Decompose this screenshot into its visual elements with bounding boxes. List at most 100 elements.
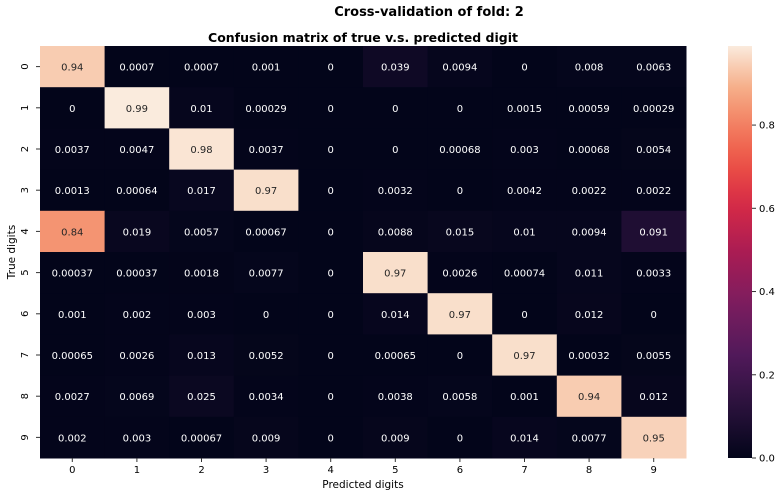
heatmap-cell <box>363 375 429 418</box>
heatmap-cell <box>492 128 558 171</box>
cell-label: 0.0052 <box>249 351 284 362</box>
heatmap-cell <box>104 128 170 171</box>
cell-label: 0.0077 <box>572 433 607 444</box>
x-tick-label: 8 <box>586 465 592 476</box>
cell-label: 0.0018 <box>184 269 219 280</box>
heatmap-cell <box>556 416 622 459</box>
cell-label: 0.00065 <box>52 351 93 362</box>
heatmap-cell <box>104 416 170 459</box>
cell-label: 0.0013 <box>55 186 90 197</box>
cell-label: 0.003 <box>510 145 539 156</box>
cell-label: 0.0027 <box>55 392 90 403</box>
cell-label: 0.00064 <box>116 186 157 197</box>
cell-label: 0.014 <box>510 433 539 444</box>
heatmap-cell <box>104 169 170 212</box>
heatmap-cell <box>427 416 493 459</box>
cell-label: 0 <box>328 433 334 444</box>
heatmap-cell <box>298 46 364 88</box>
cell-label: 0.003 <box>187 310 216 321</box>
cell-label: 0 <box>651 310 657 321</box>
heatmap-cell <box>233 334 299 377</box>
cell-label: 0.009 <box>381 433 410 444</box>
colorbar-tick-label: 0.0 <box>759 454 775 465</box>
cell-label: 0.97 <box>384 269 406 280</box>
cell-label: 0.002 <box>58 433 87 444</box>
heatmap-cell <box>40 169 106 212</box>
cell-label: 0.0034 <box>249 392 284 403</box>
heatmap-cell <box>40 210 106 253</box>
y-tick-label: 7 <box>20 352 31 358</box>
x-tick-label: 4 <box>328 465 334 476</box>
cell-label: 0 <box>392 145 398 156</box>
cell-label: 0.0047 <box>119 145 154 156</box>
heatmap-cell <box>169 293 235 335</box>
heatmap-cell <box>40 416 106 459</box>
heatmap-cell <box>363 128 429 171</box>
heatmap-cell <box>233 87 299 129</box>
cell-label: 0.012 <box>639 392 668 403</box>
cell-label: 0.0077 <box>249 269 284 280</box>
y-tick-label: 8 <box>20 393 31 399</box>
cell-label: 0 <box>457 351 463 362</box>
heatmap-cell <box>298 87 364 129</box>
heatmap-cell <box>363 46 429 88</box>
cell-label: 0.00037 <box>52 269 93 280</box>
heatmap-cell <box>492 334 558 377</box>
heatmap-cell <box>169 210 235 253</box>
cell-label: 0 <box>328 269 334 280</box>
heatmap-cell <box>363 252 429 294</box>
heatmap-cell <box>169 169 235 212</box>
heatmap-cell <box>492 210 558 253</box>
heatmap-cell <box>492 169 558 212</box>
cell-label: 0.003 <box>123 433 152 444</box>
x-axis-label: Predicted digits <box>322 479 403 491</box>
heatmap-cell <box>40 46 106 88</box>
cell-label: 0.091 <box>639 227 668 238</box>
heatmap-cell <box>233 46 299 88</box>
cell-label: 0.95 <box>643 433 665 444</box>
heatmap-cell <box>169 252 235 294</box>
x-tick-label: 5 <box>392 465 398 476</box>
cell-label: 0 <box>457 104 463 115</box>
x-tick-label: 1 <box>134 465 140 476</box>
heatmap-cell <box>556 334 622 377</box>
heatmap-cell <box>233 128 299 171</box>
y-tick-label: 4 <box>20 228 31 234</box>
heatmap-cell <box>40 87 106 129</box>
cell-label: 0 <box>328 104 334 115</box>
cell-label: 0.0063 <box>636 63 671 74</box>
cell-label: 0.0094 <box>442 63 477 74</box>
heatmap-cell <box>298 293 364 335</box>
heatmap-cell <box>621 87 687 129</box>
colorbar-tick-label: 0.6 <box>759 204 775 215</box>
cell-label: 0.0022 <box>636 186 671 197</box>
y-tick-label: 2 <box>20 146 31 152</box>
cell-label: 0.0058 <box>442 392 477 403</box>
cell-label: 0.00032 <box>568 351 609 362</box>
cell-label: 0.002 <box>123 310 152 321</box>
cell-label: 0.019 <box>123 227 152 238</box>
heatmap-cell <box>556 210 622 253</box>
x-tick-label: 3 <box>263 465 269 476</box>
heatmap-cell <box>427 210 493 253</box>
y-axis-label: True digits <box>6 225 18 280</box>
cell-label: 0.008 <box>575 63 604 74</box>
cell-label: 0.009 <box>252 433 281 444</box>
x-tick-label: 2 <box>198 465 204 476</box>
heatmap-cell <box>621 293 687 335</box>
colorbar <box>728 46 752 458</box>
cell-label: 0.94 <box>578 392 600 403</box>
cell-label: 0.0033 <box>636 269 671 280</box>
cell-label: 0 <box>457 186 463 197</box>
heatmap-cell <box>40 375 106 418</box>
cell-label: 0.00059 <box>568 104 609 115</box>
heatmap-cell <box>492 252 558 294</box>
cell-label: 0 <box>328 227 334 238</box>
colorbar-tick-label: 0.4 <box>759 287 775 298</box>
heatmap-cell <box>556 46 622 88</box>
heatmap-cell <box>298 252 364 294</box>
heatmap-cell <box>427 252 493 294</box>
heatmap-cell <box>169 87 235 129</box>
cell-label: 0.0054 <box>636 145 671 156</box>
heatmap-cell <box>104 334 170 377</box>
